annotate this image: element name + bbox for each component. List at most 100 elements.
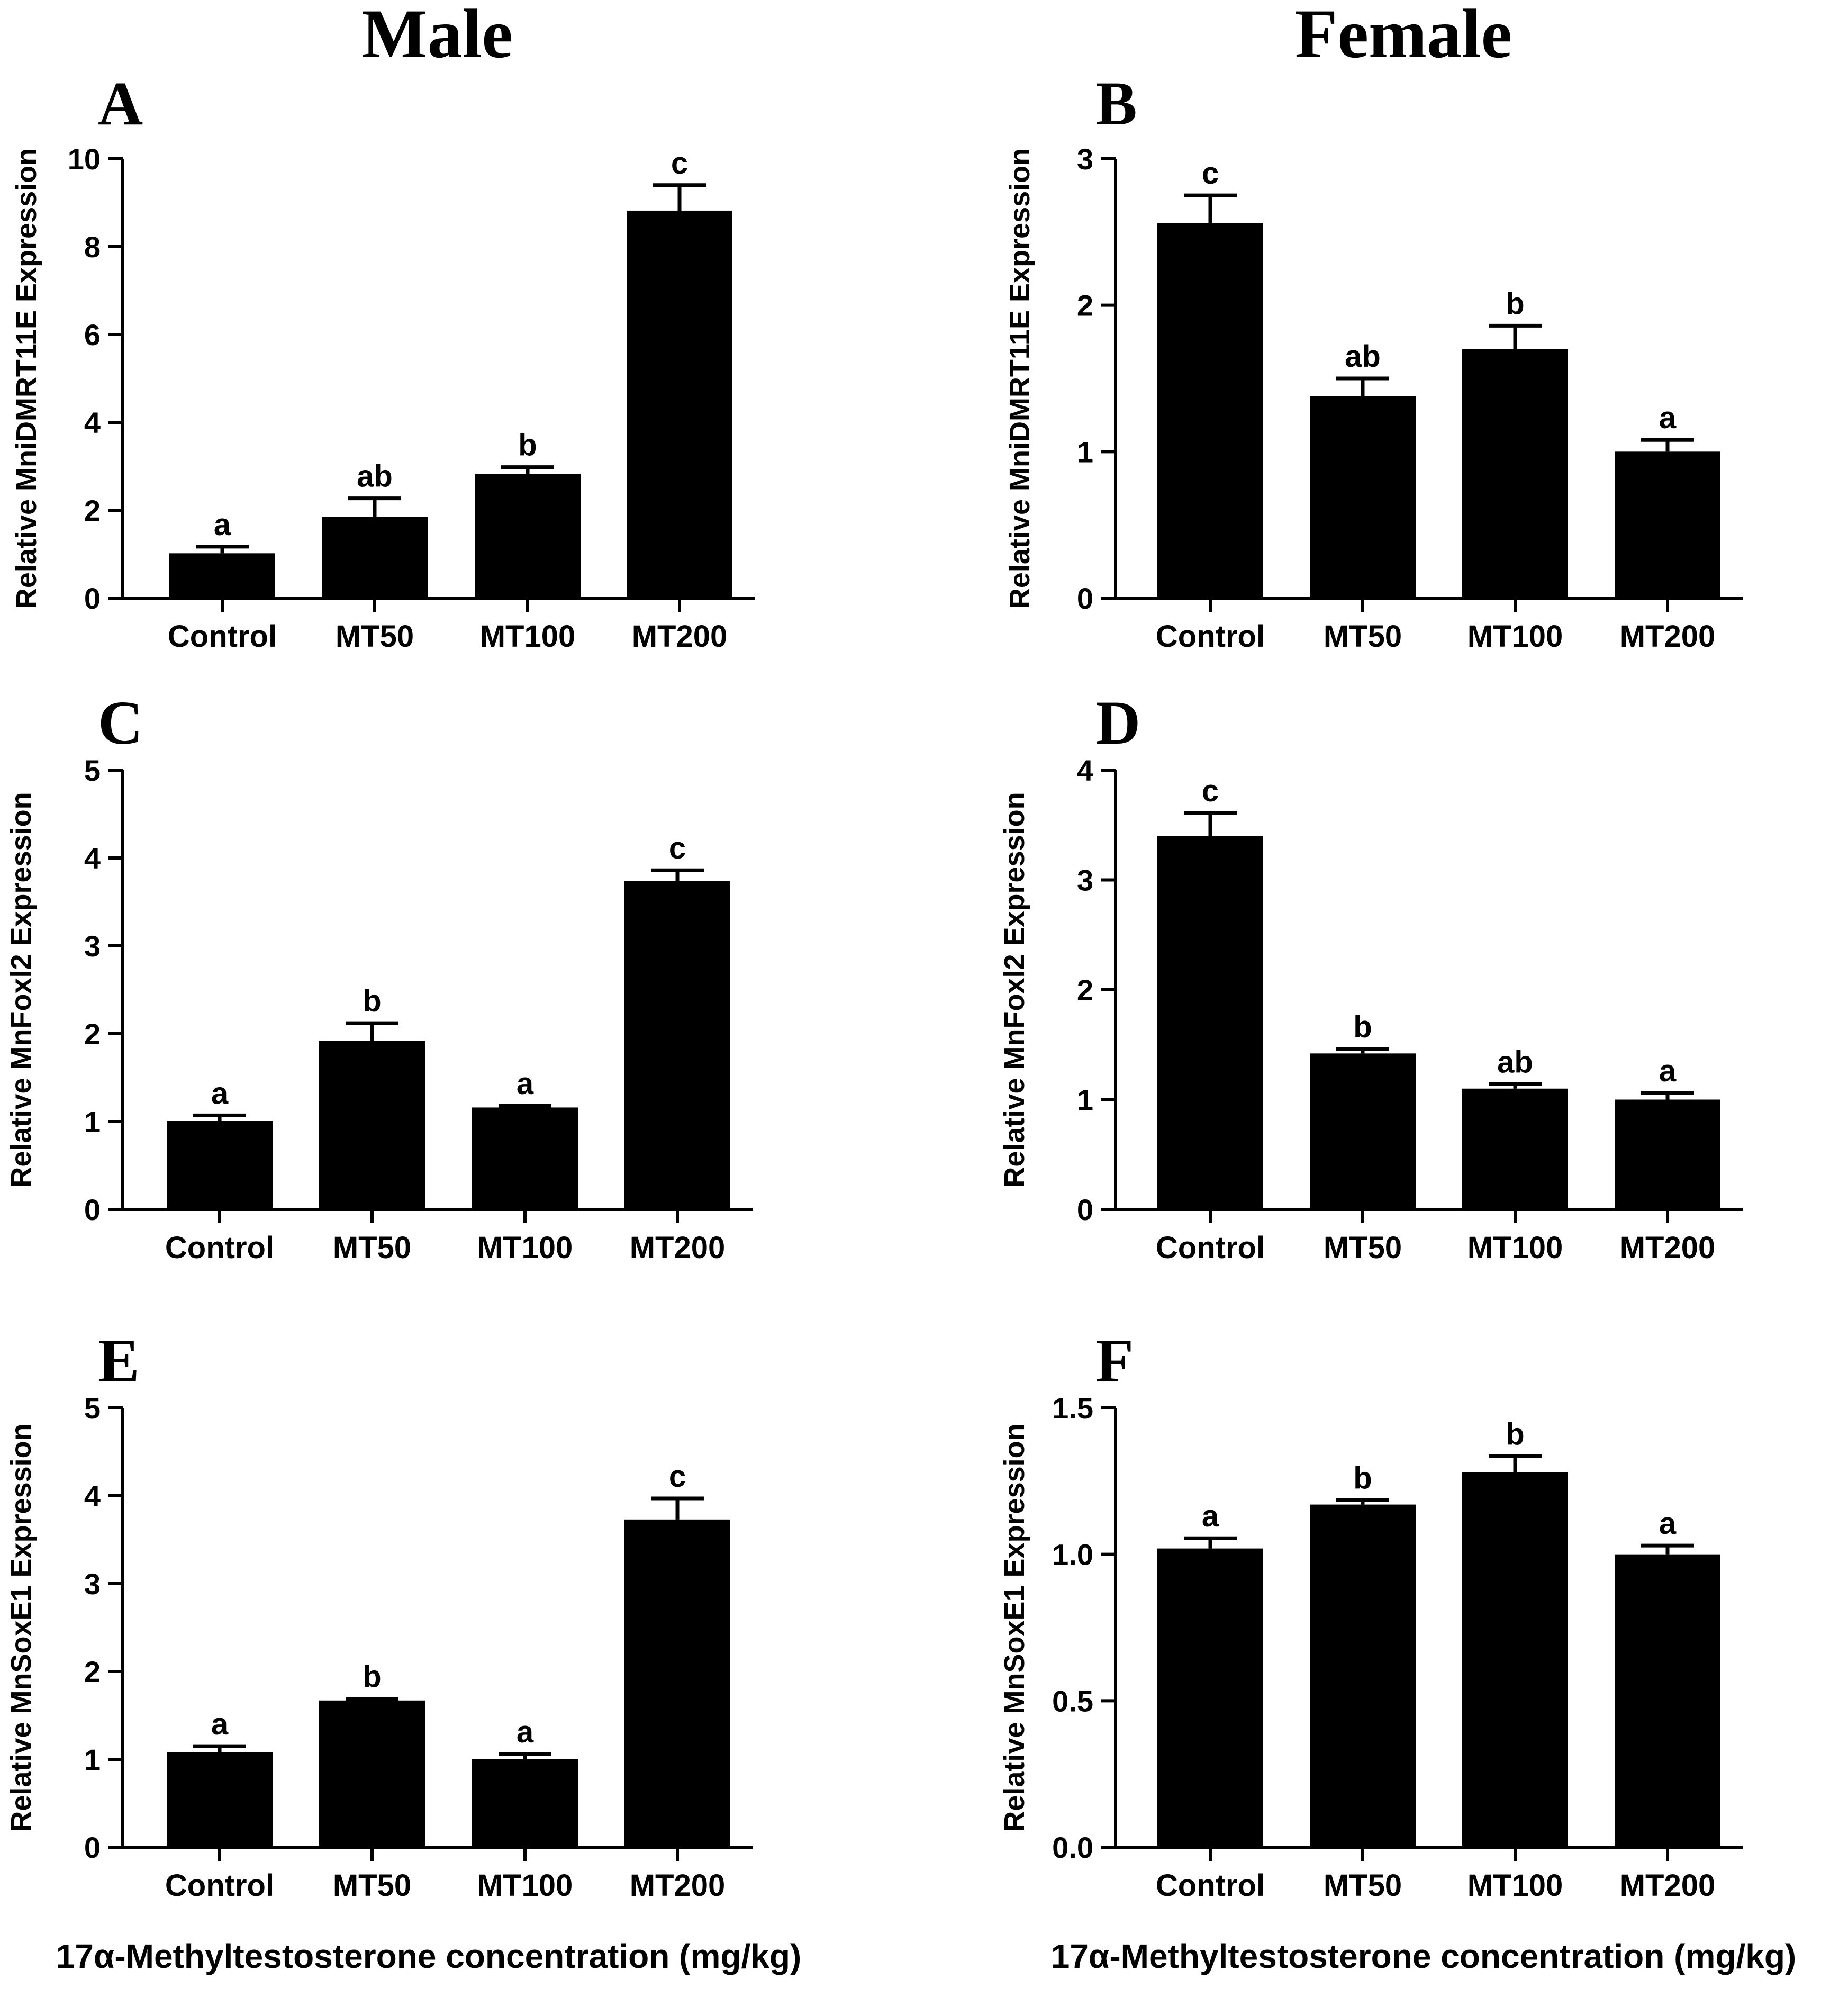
column-title-female: Female [1295,0,1512,73]
panel-b-y-tick-label: 3 [1077,142,1093,176]
panel-b-significance-label: a [1659,401,1677,435]
panel-e-x-tick-label: MT50 [333,1868,411,1903]
panel-a-x-tick-label: Control [168,619,277,654]
panel-f: F 0.0 0.5 1.0 1.5 Relative MnSoxE1 Expression… [999,1326,1743,1903]
panel-e-y-tick-label: 0 [84,1831,101,1864]
panel-a: A 0 2 4 6 8 10 Relative MniDMRT11E Expression a C… [11,69,755,654]
panel-c-y-tick-label: 0 [84,1193,101,1226]
panel-e-x-tick-label: MT100 [477,1868,573,1903]
panel-f-bar-mt200 [1615,1554,1720,1847]
panel-e-bar-mt100 [472,1759,578,1847]
panel-e-y-tick-label: 3 [84,1567,101,1601]
panel-b-significance-label: c [1202,156,1219,191]
panel-c-y-tick-label: 1 [84,1105,101,1138]
panel-f-x-tick-label: MT50 [1324,1868,1402,1903]
panel-f-x-tick-label: MT200 [1620,1868,1716,1903]
panel-f-x-tick-label: MT100 [1467,1868,1563,1903]
panel-f-y-tick-label: 1.0 [1052,1538,1093,1571]
panel-b-x-tick-label: MT100 [1467,619,1563,654]
panel-f-bar-mt50 [1310,1504,1416,1847]
panel-f-significance-label: b [1353,1461,1372,1495]
panel-a-significance-label: b [518,428,537,463]
panel-c-x-tick-label: Control [165,1231,274,1265]
panel-d-letter: D [1095,688,1140,757]
panel-f-bar-mt100 [1462,1472,1568,1847]
panel-c-x-tick-label: MT50 [333,1231,411,1265]
x-axis-label-female: 17α-Methyltestosterone concentration (mg… [1051,1937,1796,1975]
panel-d-bar-mt200 [1615,1099,1720,1209]
panel-f-y-tick-label: 0.5 [1052,1684,1093,1718]
panel-e-significance-label: c [669,1459,686,1494]
panel-d-y-tick-label: 1 [1077,1083,1093,1117]
panel-b-bar-mt100 [1462,349,1568,598]
panel-b-y-axis-label: Relative MniDMRT11E Expression [1004,148,1036,609]
panel-b-significance-label: b [1506,286,1524,321]
panel-c-y-tick-label: 3 [84,929,101,963]
panel-b-letter: B [1095,69,1137,138]
panel-a-y-tick-label: 8 [84,230,101,264]
panel-a-significance-label: c [671,146,688,180]
panel-e: E 0 1 2 3 4 5 Relative MnSoxE1 Expression a Contr… [5,1326,753,1903]
panel-c-x-tick-label: MT100 [477,1231,573,1265]
panel-b-bar-control [1157,223,1263,598]
panel-c-significance-label: a [211,1076,229,1110]
panel-e-y-tick-label: 5 [84,1391,101,1425]
panel-f-letter: F [1095,1326,1134,1395]
panel-a-y-tick-label: 2 [84,494,101,527]
panel-c-significance-label: b [363,984,381,1018]
panel-c-significance-label: a [517,1067,534,1101]
panel-c-bar-mt200 [624,881,730,1209]
panel-a-x-tick-label: MT100 [480,619,576,654]
panel-a-significance-label: ab [357,459,393,494]
panel-d-x-tick-label: MT100 [1467,1231,1563,1265]
panel-c-letter: C [98,688,143,757]
panel-f-x-tick-label: Control [1156,1868,1265,1903]
panel-b-y-tick-label: 1 [1077,435,1093,468]
panel-c: C 0 1 2 3 4 5 Relative MnFoxl2 Expression a Contr… [5,688,753,1265]
panel-e-y-tick-label: 4 [84,1479,101,1513]
panel-d-significance-label: a [1659,1054,1677,1088]
panel-e-x-tick-label: Control [165,1868,274,1903]
panel-b-y-tick-label: 0 [1077,582,1093,615]
panel-d-y-tick-label: 4 [1077,754,1093,787]
panel-f-significance-label: b [1506,1417,1524,1451]
panel-c-y-axis-label: Relative MnFoxl2 Expression [5,792,37,1187]
panel-d-y-tick-label: 0 [1077,1193,1093,1226]
panel-d-y-axis-label: Relative MnFoxl2 Expression [999,792,1030,1187]
panel-a-x-tick-label: MT50 [336,619,414,654]
panel-d-significance-label: c [1202,774,1219,808]
panel-b-x-tick-label: Control [1156,619,1265,654]
panel-f-y-axis-label: Relative MnSoxE1 Expression [999,1423,1030,1831]
panel-d-x-tick-label: MT50 [1324,1231,1402,1265]
panel-a-bar-mt100 [475,474,581,598]
panel-e-bar-mt50 [319,1700,425,1847]
panel-b-x-tick-label: MT200 [1620,619,1716,654]
panel-a-significance-label: a [214,508,231,542]
panel-e-x-tick-label: MT200 [630,1868,726,1903]
panel-d: D 0 1 2 3 4 Relative MnFoxl2 Expression c Contro… [999,688,1743,1265]
panel-b-bar-mt200 [1615,451,1720,598]
panel-a-y-tick-label: 0 [84,582,101,615]
panel-d-bar-mt50 [1310,1053,1416,1209]
panel-e-y-tick-label: 1 [84,1743,101,1776]
column-title-male: Male [361,0,513,73]
panel-b-x-tick-label: MT50 [1324,619,1402,654]
panel-b-y-tick-label: 2 [1077,289,1093,322]
panel-f-significance-label: a [1202,1499,1219,1533]
panel-d-significance-label: b [1353,1010,1372,1044]
panel-a-x-tick-label: MT200 [632,619,728,654]
panel-c-y-tick-label: 5 [84,754,101,787]
panel-a-bar-control [169,553,275,598]
panel-d-y-tick-label: 2 [1077,973,1093,1007]
panel-e-bar-mt200 [624,1519,730,1847]
panel-e-significance-label: a [211,1707,229,1741]
panel-a-y-axis-label: Relative MniDMRT11E Expression [11,148,42,609]
panel-d-x-tick-label: Control [1156,1231,1265,1265]
panel-d-significance-label: ab [1497,1045,1533,1079]
panel-f-bar-control [1157,1548,1263,1847]
panel-e-y-axis-label: Relative MnSoxE1 Expression [5,1423,37,1831]
panel-e-y-tick-label: 2 [84,1655,101,1688]
panel-d-y-tick-label: 3 [1077,864,1093,897]
panel-e-significance-label: b [363,1659,381,1694]
